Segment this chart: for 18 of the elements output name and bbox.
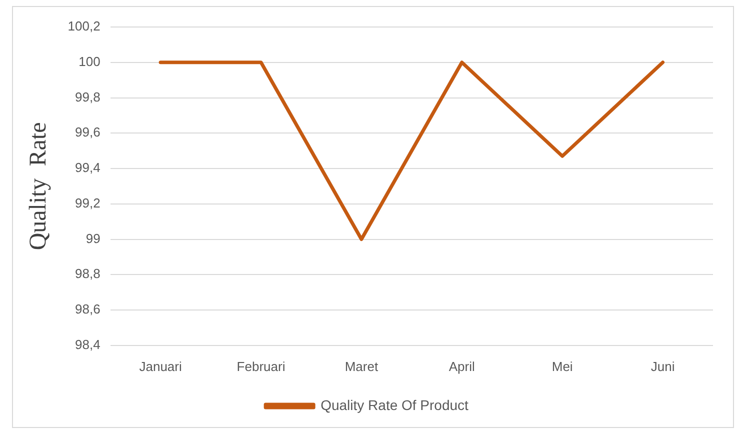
y-tick-label: 100,2 [68, 18, 100, 34]
x-tick-label: Maret [344, 358, 378, 374]
y-axis-title: Quality Rate [26, 122, 52, 250]
y-tick-label: 100 [78, 54, 100, 69]
x-tick-label: Januari [139, 358, 182, 374]
y-tick-label: 99,6 [75, 124, 100, 140]
y-tick-label: 99,8 [75, 89, 100, 104]
x-tick-label: Februari [236, 358, 286, 374]
x-tick-label: Mei [552, 358, 573, 374]
x-tick-label: Juni [650, 358, 675, 374]
legend-label: Quality Rate Of Product [320, 396, 469, 413]
x-tick-label: April [448, 358, 475, 374]
y-tick-label: 99,2 [75, 195, 100, 210]
y-tick-label: 99,4 [75, 160, 100, 176]
y-tick-label: 98,6 [75, 302, 100, 317]
y-tick-label: 98,8 [75, 266, 100, 282]
y-tick-label: 98,4 [75, 336, 100, 352]
y-tick-label: 99 [86, 230, 100, 246]
